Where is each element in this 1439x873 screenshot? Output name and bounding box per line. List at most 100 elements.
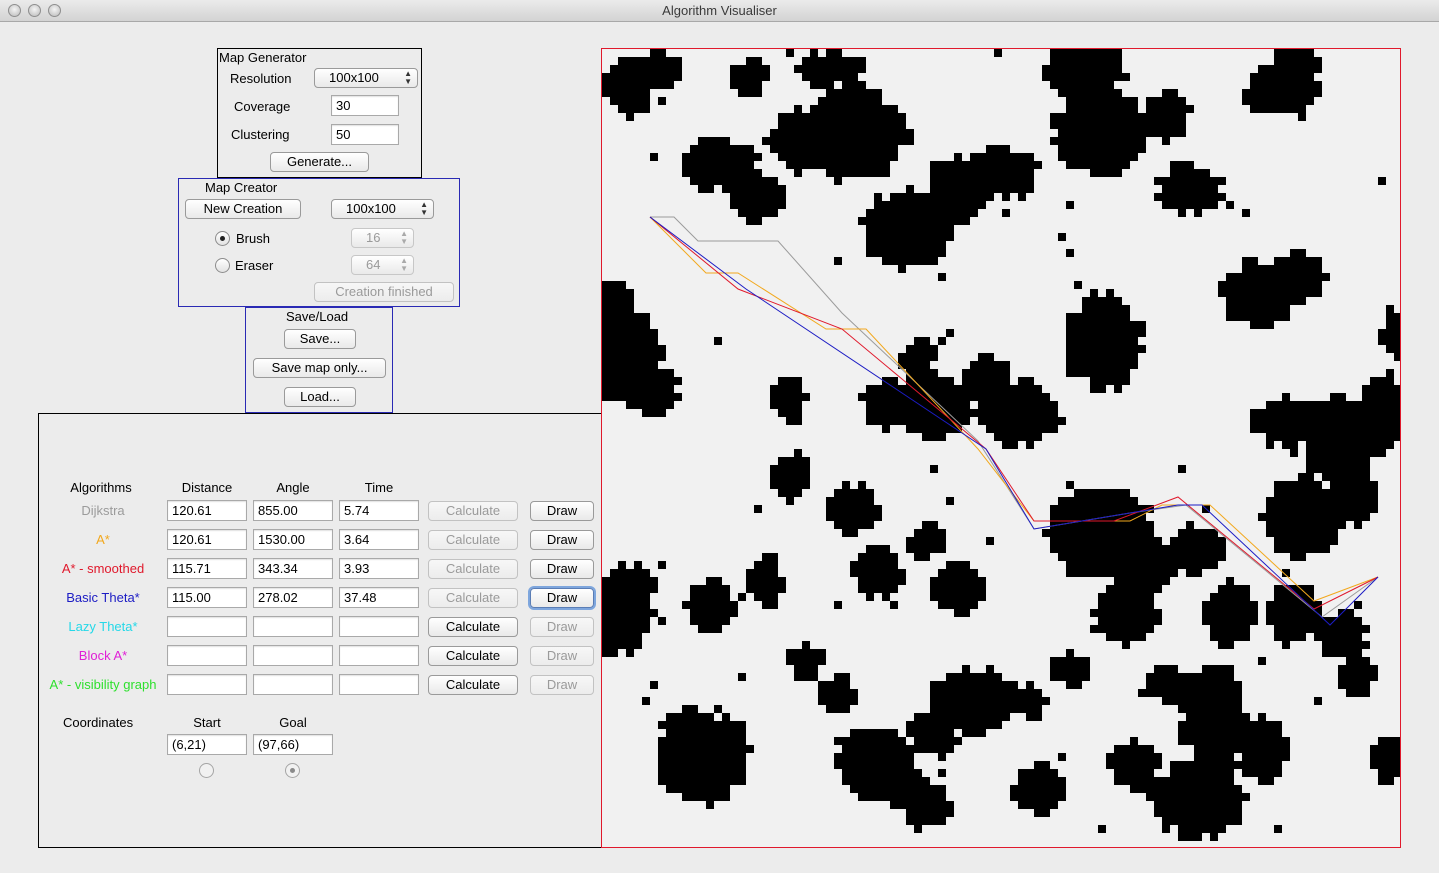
obstacle-cell [698,137,706,145]
time-field[interactable] [339,645,419,666]
calculate-button[interactable]: Calculate [428,588,518,608]
time-field[interactable]: 37.48 [339,587,419,608]
angle-field[interactable] [253,616,333,637]
distance-field[interactable]: 120.61 [167,529,247,550]
angle-field[interactable] [253,674,333,695]
eraser-radio[interactable] [215,258,230,273]
obstacle-cell [1234,793,1242,801]
time-field[interactable] [339,616,419,637]
calculate-button[interactable]: Calculate [428,559,518,579]
time-field[interactable] [339,674,419,695]
angle-field[interactable]: 278.02 [253,587,333,608]
load-button[interactable]: Load... [284,387,356,407]
time-field[interactable]: 3.93 [339,558,419,579]
draw-button[interactable]: Draw [530,617,594,637]
calculate-button[interactable]: Calculate [428,617,518,637]
coverage-field[interactable]: 30 [331,95,399,116]
obstacle-cell [970,593,978,601]
obstacle-cell [1386,369,1394,377]
angle-field[interactable]: 1530.00 [253,529,333,550]
draw-button[interactable]: Draw [530,675,594,695]
distance-field[interactable]: 115.71 [167,558,247,579]
brush-size-spinner[interactable]: 16 ▲ ▼ [351,228,414,248]
save-button[interactable]: Save... [284,329,356,349]
obstacle-cell [714,585,722,593]
obstacle-cell [754,585,762,593]
distance-field[interactable] [167,645,247,666]
distance-field[interactable] [167,674,247,695]
obstacle-cell [666,73,674,81]
obstacle-cell [1282,601,1290,609]
obstacle-cell [786,465,794,473]
distance-field[interactable] [167,616,247,637]
obstacle-cell [978,729,986,737]
calculate-button[interactable]: Calculate [428,646,518,666]
obstacle-cell [1266,313,1274,321]
obstacle-cell [1098,65,1106,73]
creator-resolution-select[interactable]: 100x100 ▲ ▼ [331,199,434,219]
goal-select-radio[interactable] [285,763,300,778]
obstacle-cell [1090,513,1098,521]
obstacle-cell [1322,641,1330,649]
obstacle-cell [986,377,994,385]
obstacle-cell [1130,777,1138,785]
obstacle-cell [994,185,1002,193]
creation-finished-button[interactable]: Creation finished [314,282,454,302]
angle-field[interactable] [253,645,333,666]
draw-button[interactable]: Draw [530,559,594,579]
calculate-button[interactable]: Calculate [428,675,518,695]
obstacle-cell [874,761,882,769]
obstacle-cell [954,681,962,689]
obstacle-cell [1034,793,1042,801]
obstacle-cell [882,425,890,433]
start-coordinate-field[interactable]: (6,21) [167,734,247,755]
obstacle-cell [738,193,746,201]
zoom-window-icon[interactable] [48,4,61,17]
time-field[interactable]: 3.64 [339,529,419,550]
obstacle-cell [1002,713,1010,721]
obstacle-cell [1298,257,1306,265]
obstacle-cell [938,697,946,705]
draw-button[interactable]: Draw [530,588,594,608]
obstacle-cell [994,713,1002,721]
obstacle-cell [1282,625,1290,633]
goal-coordinate-field[interactable]: (97,66) [253,734,333,755]
brush-radio[interactable] [215,231,230,246]
obstacle-cell [1378,761,1386,769]
distance-field[interactable]: 120.61 [167,500,247,521]
obstacle-cell [1082,113,1090,121]
obstacle-cell [1058,113,1066,121]
eraser-size-spinner[interactable]: 64 ▲ ▼ [351,255,414,275]
minimize-window-icon[interactable] [28,4,41,17]
new-creation-button[interactable]: New Creation [185,199,301,219]
angle-field[interactable]: 855.00 [253,500,333,521]
calculate-button[interactable]: Calculate [428,501,518,521]
distance-field[interactable]: 115.00 [167,587,247,608]
obstacle-cell [1290,257,1298,265]
start-label: Start [193,715,221,730]
time-field[interactable]: 5.74 [339,500,419,521]
algorithm-name: A* - smoothed [61,561,145,576]
calculate-button[interactable]: Calculate [428,530,518,550]
clustering-field[interactable]: 50 [331,124,399,145]
obstacle-cell [706,769,714,777]
obstacle-cell [1138,561,1146,569]
obstacle-cell [1106,569,1114,577]
obstacle-cell [826,145,834,153]
generator-resolution-select[interactable]: 100x100 ▲ ▼ [314,68,418,88]
save-map-only-button[interactable]: Save map only... [253,358,386,378]
generate-button[interactable]: Generate... [270,152,369,172]
close-window-icon[interactable] [8,4,21,17]
draw-button[interactable]: Draw [530,530,594,550]
start-select-radio[interactable] [199,763,214,778]
obstacle-cell [1098,377,1106,385]
draw-button[interactable]: Draw [530,646,594,666]
obstacle-cell [1266,433,1274,441]
obstacle-cell [986,689,994,697]
angle-field[interactable]: 343.34 [253,558,333,579]
obstacle-cell [930,369,938,377]
obstacle-cell [1394,425,1400,433]
obstacle-cell [1298,65,1306,73]
draw-button[interactable]: Draw [530,501,594,521]
map-canvas[interactable] [601,48,1401,848]
